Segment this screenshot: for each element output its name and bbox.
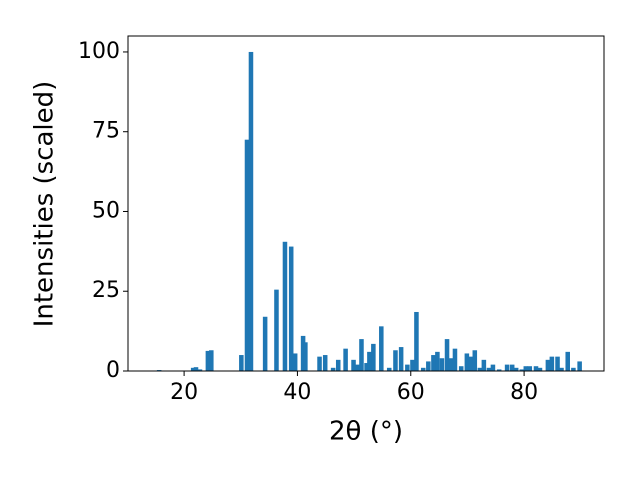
bar: [205, 350, 211, 371]
x-axis-label: 2θ (°): [329, 417, 403, 447]
bar: [545, 359, 551, 371]
bar: [379, 326, 384, 371]
bar: [292, 353, 298, 371]
bar: [490, 364, 496, 371]
bar: [477, 367, 483, 371]
y-tick-label: 100: [78, 39, 120, 64]
bar: [359, 339, 364, 371]
bar: [435, 351, 440, 371]
bar: [386, 367, 392, 371]
bar: [519, 369, 525, 371]
bar: [549, 356, 555, 371]
x-tick-label: 60: [397, 380, 425, 405]
bar: [464, 353, 470, 371]
bar: [452, 348, 458, 371]
bar: [355, 364, 360, 371]
y-tick-label: 0: [106, 358, 120, 383]
bar: [282, 241, 288, 371]
bar: [458, 366, 464, 371]
y-tick-label: 25: [92, 278, 120, 303]
bar: [444, 339, 450, 371]
bar: [504, 364, 510, 371]
bar: [420, 367, 426, 371]
bar: [472, 350, 478, 371]
bar: [571, 367, 576, 371]
bar: [426, 361, 431, 371]
bar: [533, 366, 539, 371]
bar: [335, 359, 341, 371]
bar: [405, 364, 410, 371]
bar: [197, 369, 203, 371]
bar: [262, 316, 268, 371]
x-tick-label: 80: [510, 380, 538, 405]
bar: [439, 358, 445, 371]
bar: [481, 359, 487, 371]
bar: [367, 351, 372, 371]
bar: [393, 350, 398, 371]
bar: [513, 367, 519, 371]
y-tick-label: 75: [92, 119, 120, 144]
bar: [555, 356, 560, 371]
bar: [537, 367, 543, 371]
bar: [351, 359, 356, 371]
x-tick-label: 20: [170, 380, 198, 405]
bar: [239, 355, 244, 371]
bar: [448, 358, 454, 371]
x-tick-label: 40: [283, 380, 311, 405]
bar: [527, 366, 533, 371]
bar: [468, 356, 474, 371]
bar: [410, 359, 415, 371]
bar: [248, 51, 254, 371]
bar: [559, 367, 564, 371]
bar: [496, 369, 502, 371]
bar: [398, 347, 404, 371]
bar: [371, 343, 376, 371]
bar: [330, 367, 336, 371]
bar: [343, 348, 348, 371]
plot-frame: [127, 35, 605, 372]
bar: [523, 366, 529, 371]
bar: [190, 367, 196, 371]
bar: [303, 342, 308, 371]
bar: [322, 355, 328, 371]
bar: [565, 351, 570, 371]
bar: [414, 311, 419, 371]
bar: [577, 361, 582, 371]
bar: [509, 364, 515, 371]
bar: [364, 363, 369, 371]
y-tick-label: 50: [92, 198, 120, 223]
bar: [317, 356, 322, 371]
bar: [431, 355, 436, 371]
bar: [209, 350, 214, 371]
y-axis-label: Intensities (scaled): [30, 81, 60, 328]
bar: [486, 367, 492, 371]
bar: [288, 246, 294, 371]
bar: [274, 289, 279, 371]
bar: [193, 367, 199, 371]
bar: [244, 139, 250, 371]
